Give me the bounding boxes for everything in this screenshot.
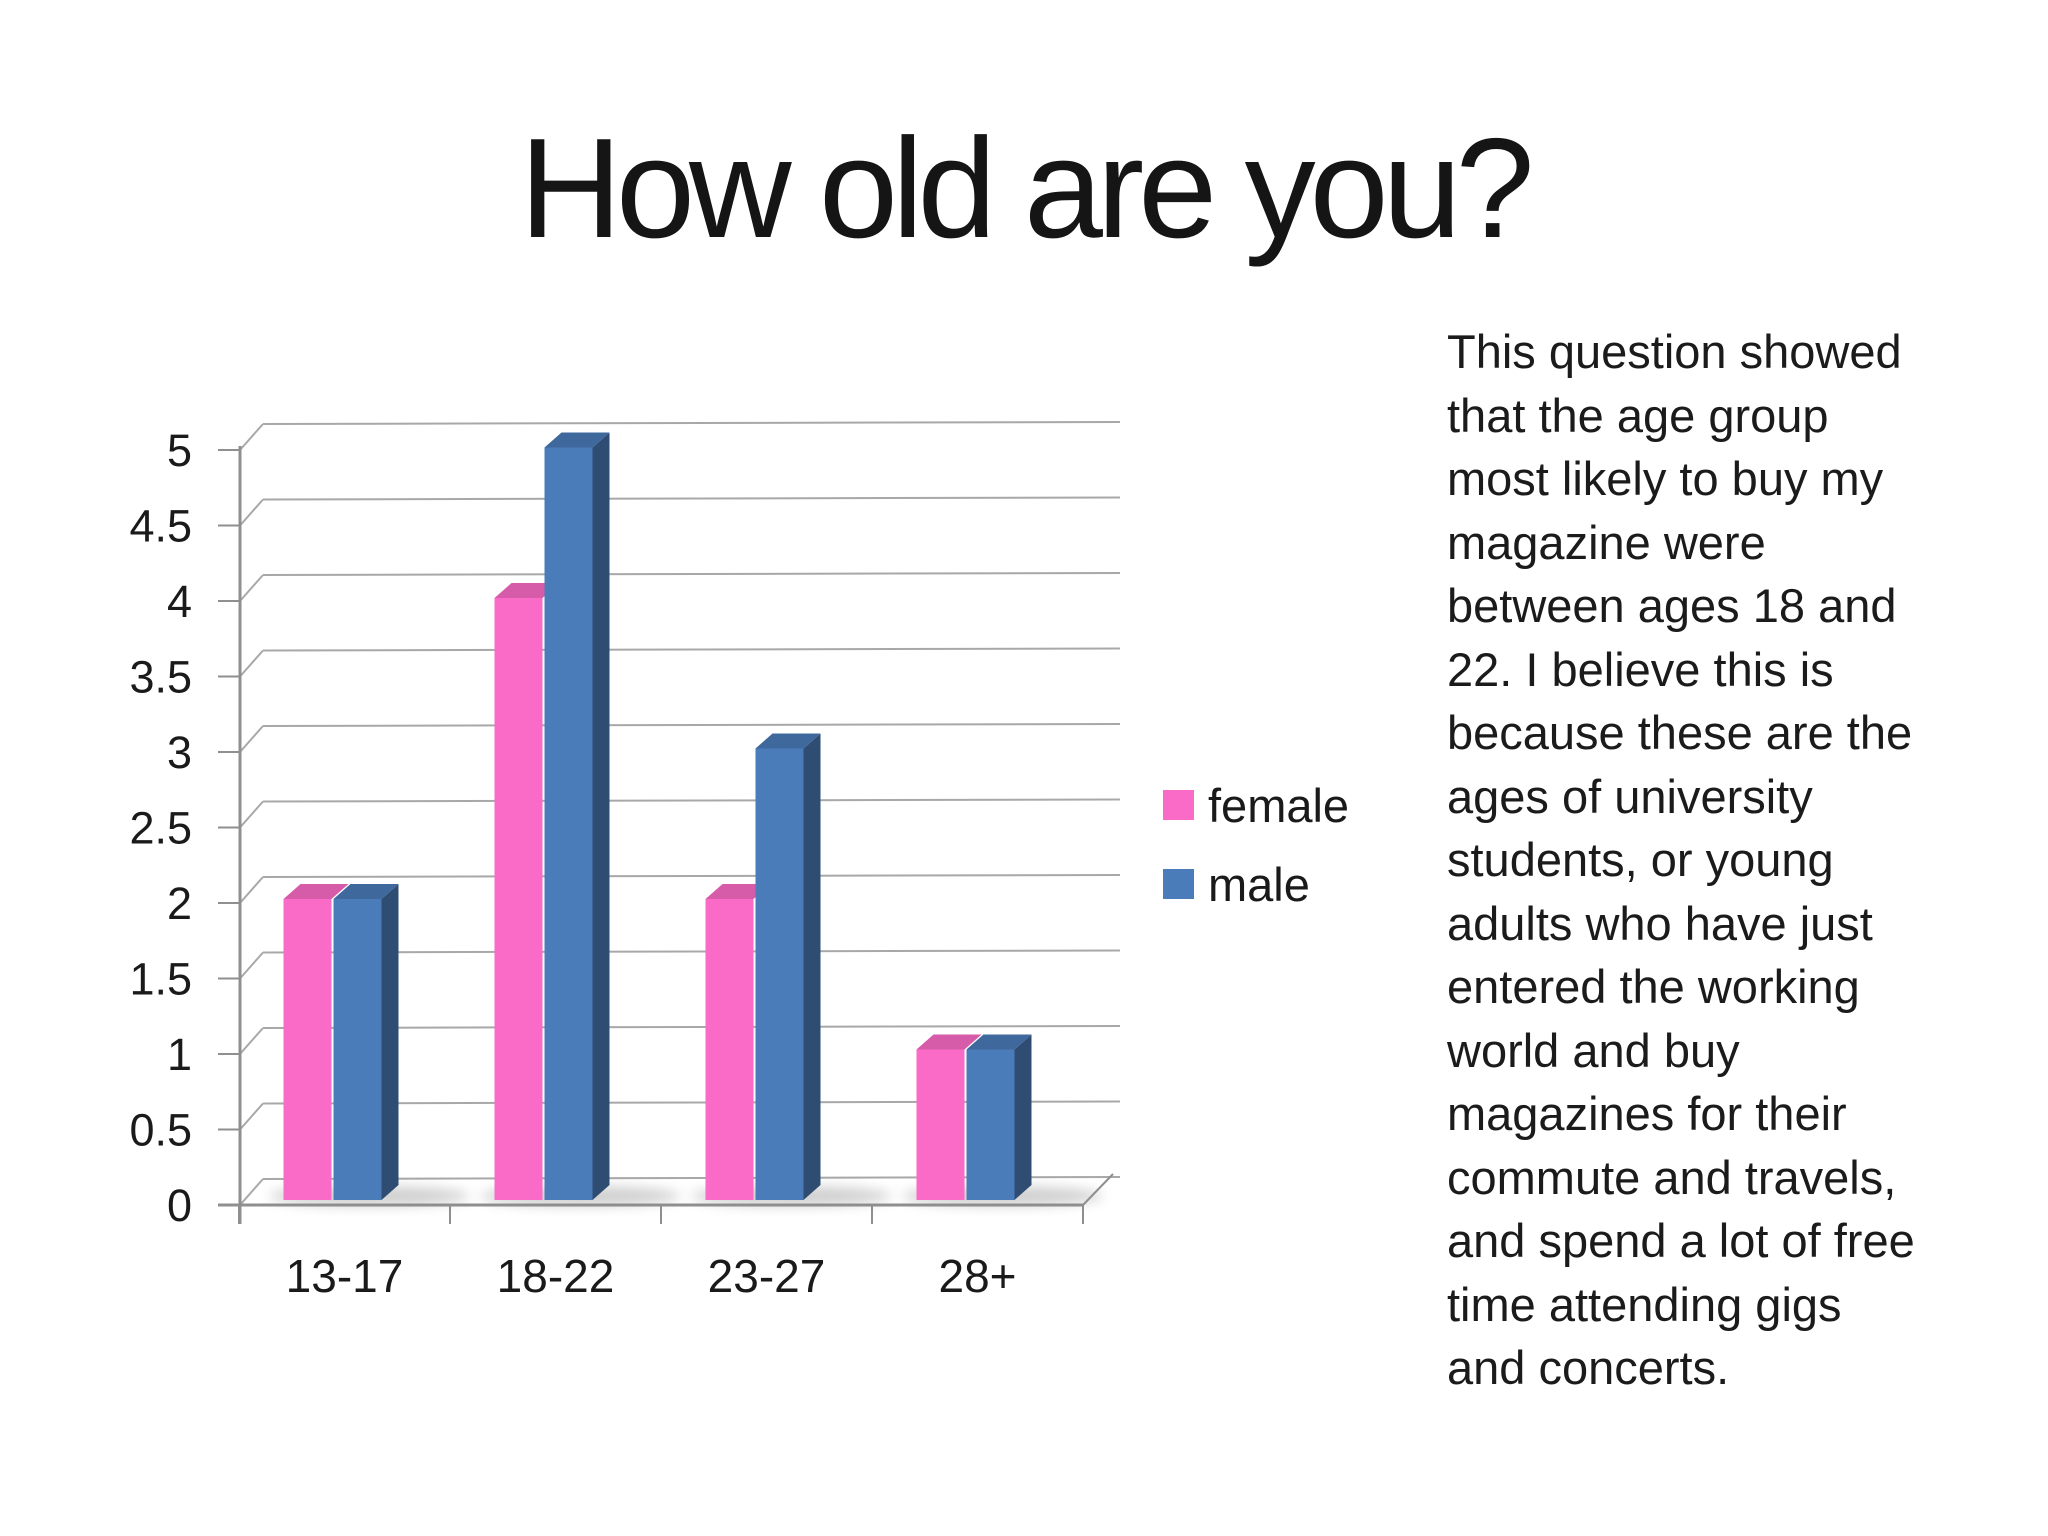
x-category-label: 23-27 [708,1250,826,1302]
y-tick-label: 1 [167,1029,192,1080]
page-title: How old are you? [519,109,1534,268]
gridline-depth [239,951,264,980]
legend-label-female: female [1208,778,1350,832]
gridline-depth [239,649,264,678]
bar-male-top [755,733,821,749]
gridline-depth [239,574,264,602]
gridline-depth [239,1178,264,1206]
gridline [262,572,1121,576]
gridline [262,421,1121,425]
gridline-depth [239,1027,264,1055]
bar-male-top [966,1034,1032,1050]
bar-female-top [705,884,771,899]
gridline [262,949,1121,954]
x-category-label: 28+ [938,1250,1016,1302]
y-tick-label: 2.5 [129,803,192,854]
y-tick-label: 3 [167,727,192,778]
bar-female [494,598,543,1200]
bar-male [755,748,804,1200]
y-tick-label: 3.5 [129,652,192,703]
bar-male-side [1014,1034,1032,1200]
commentary-text: This question showed that the age group … [1447,325,1915,1394]
x-category-label: 13-17 [286,1250,404,1302]
gridline-depth [239,1102,264,1131]
gridline-depth [239,498,264,527]
bar-male-side [381,884,399,1200]
bar-male [544,447,593,1200]
y-tick-label: 4.5 [129,501,192,552]
y-tick-label: 2 [167,878,192,929]
bar-male-top [544,432,610,448]
gridline [262,1025,1121,1029]
bar-female-top [494,583,560,598]
gridline-depth [239,800,264,829]
legend-label-male: male [1208,857,1310,911]
bar-female [916,1049,965,1200]
gridline [262,874,1121,878]
gridline [262,723,1121,727]
gridline [262,647,1121,652]
male-series-swatch-icon [1163,869,1194,899]
bar-female [283,899,332,1200]
y-tick-label: 5 [167,425,192,476]
bar-female [705,899,754,1200]
y-tick-label: 1.5 [129,954,192,1005]
chart-legend: female male [1163,780,1349,938]
bar-male [333,899,382,1200]
bar-male-side [592,432,610,1200]
bar-male [966,1049,1015,1200]
gridline-depth [239,725,264,753]
bar-female-top [283,884,349,899]
gridline [262,496,1121,501]
x-category-label: 18-22 [497,1250,615,1302]
bar-female-top [916,1034,982,1050]
bar-male-top [333,884,399,899]
legend-item-male: male [1163,859,1349,909]
gridline-depth [239,423,264,451]
female-series-swatch-icon [1163,790,1194,820]
gridline [262,798,1121,803]
gridline-depth [239,876,264,904]
y-tick-label: 4 [167,576,192,627]
bar-male-side [803,733,821,1200]
legend-item-female: female [1163,780,1349,830]
y-tick-label: 0 [167,1180,192,1231]
y-tick-label: 0.5 [129,1105,192,1156]
